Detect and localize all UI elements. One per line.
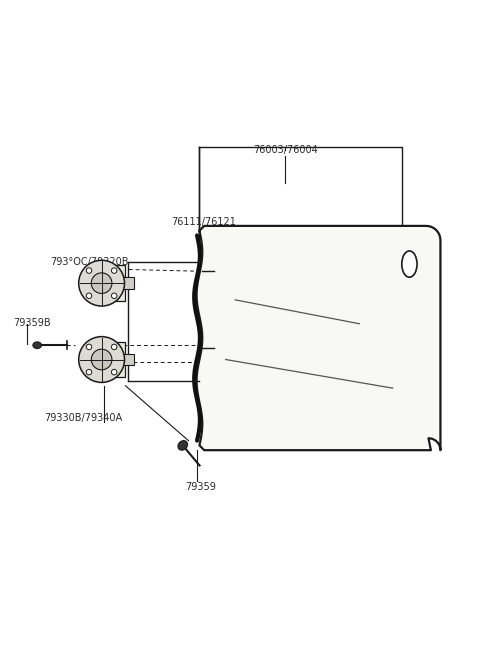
Ellipse shape [178,441,188,450]
Circle shape [86,293,92,298]
Polygon shape [99,342,125,377]
Ellipse shape [402,251,417,277]
Text: 76111/76121: 76111/76121 [171,217,236,227]
Circle shape [91,273,112,294]
Circle shape [79,260,124,306]
Polygon shape [121,353,133,365]
Circle shape [86,369,92,375]
Circle shape [91,350,112,370]
Polygon shape [197,226,441,450]
Text: 793°OC/79320B: 793°OC/79320B [50,258,129,267]
Text: 79359: 79359 [185,482,216,492]
Circle shape [111,293,117,298]
Circle shape [111,369,117,375]
Circle shape [111,344,117,350]
Polygon shape [121,277,133,289]
Text: 79359B: 79359B [13,318,51,328]
Ellipse shape [33,342,41,349]
Polygon shape [99,265,125,301]
Circle shape [79,336,124,382]
Text: 76003/76004: 76003/76004 [253,145,318,155]
Circle shape [111,268,117,273]
Text: 79330B/79340A: 79330B/79340A [44,413,122,423]
Circle shape [86,268,92,273]
Circle shape [86,344,92,350]
